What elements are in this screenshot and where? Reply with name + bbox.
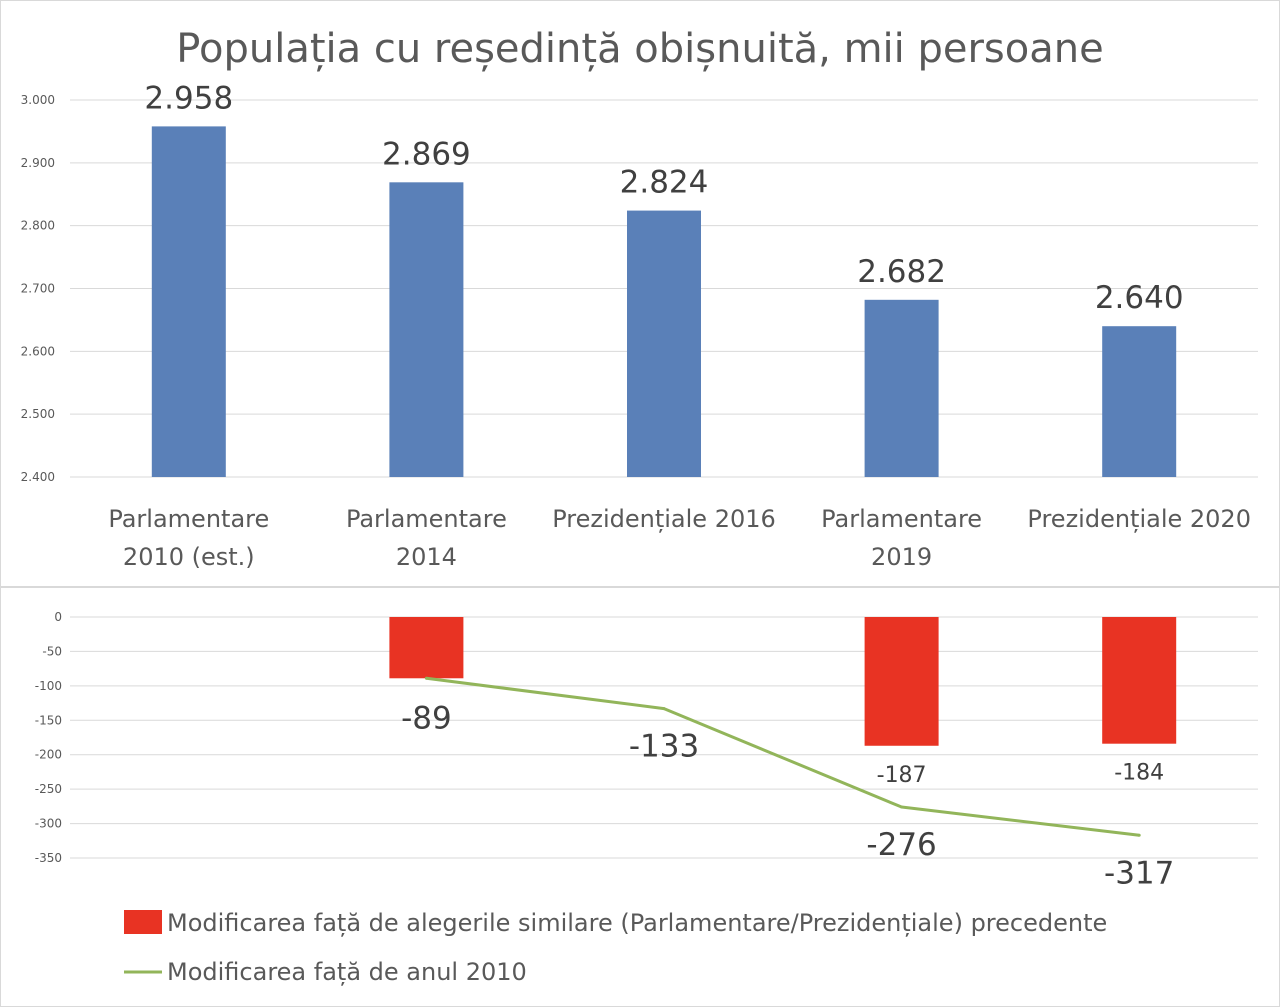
change-since-2010-label: -276 (866, 827, 936, 863)
bottom-y-tick-label: -100 (35, 679, 62, 693)
population-value-label: 2.824 (620, 165, 709, 201)
population-bar (627, 210, 701, 477)
population-value-label: 2.869 (382, 136, 471, 172)
bottom-y-tick-label: -150 (35, 713, 62, 727)
bottom-y-tick-label: -50 (42, 644, 62, 658)
legend-swatch-bar (124, 910, 162, 934)
change-bar (389, 617, 464, 679)
change-bar (864, 617, 939, 746)
top-y-tick-label: 3.000 (21, 93, 55, 107)
change-since-2010-label: -317 (1104, 855, 1174, 891)
top-y-tick-label: 2.900 (21, 156, 55, 170)
change-since-2010-line (426, 676, 1140, 837)
top-y-tick-label: 2.500 (21, 407, 55, 421)
category-label: Parlamentare (821, 505, 982, 533)
bottom-y-tick-label: -250 (35, 782, 62, 796)
change-bar (1102, 617, 1177, 744)
change-since-2010-point (1137, 833, 1141, 837)
category-label: Parlamentare (346, 505, 507, 533)
change-since-2010-point (900, 805, 904, 809)
top-y-tick-label: 2.600 (21, 344, 55, 358)
population-bar (864, 299, 939, 477)
population-bar (151, 126, 226, 477)
category-label: 2019 (871, 543, 932, 571)
population-bar (389, 182, 464, 478)
chart-title: Populația cu reședință obișnuită, mii pe… (176, 26, 1103, 72)
change-bar-label: -187 (877, 763, 927, 788)
category-label: 2014 (396, 543, 457, 571)
legend-label-bar: Modificarea față de alegerile similare (… (167, 909, 1107, 937)
change-bar-label: -184 (1114, 761, 1164, 786)
population-value-label: 2.640 (1095, 280, 1184, 316)
top-y-tick-label: 2.700 (21, 282, 55, 296)
change-bar-label: -89 (401, 700, 452, 736)
bottom-y-tick-label: -200 (35, 748, 62, 762)
category-label: 2010 (est.) (123, 543, 255, 571)
change-since-2010-label: -133 (629, 729, 699, 765)
population-value-label: 2.958 (144, 80, 233, 116)
category-label: Prezidențiale 2016 (552, 505, 776, 533)
change-since-2010-point (662, 707, 666, 711)
population-value-label: 2.682 (857, 254, 946, 290)
top-y-tick-label: 2.400 (21, 470, 55, 484)
category-label: Prezidențiale 2020 (1027, 505, 1251, 533)
legend-label-line: Modificarea față de anul 2010 (167, 958, 527, 986)
change-since-2010-point (424, 676, 428, 680)
bottom-y-tick-label: -350 (35, 851, 62, 865)
bottom-y-tick-label: -300 (35, 817, 62, 831)
population-bar (1102, 326, 1177, 477)
top-y-tick-label: 2.800 (21, 219, 55, 233)
bottom-y-tick-label: 0 (54, 610, 62, 624)
category-label: Parlamentare (108, 505, 269, 533)
